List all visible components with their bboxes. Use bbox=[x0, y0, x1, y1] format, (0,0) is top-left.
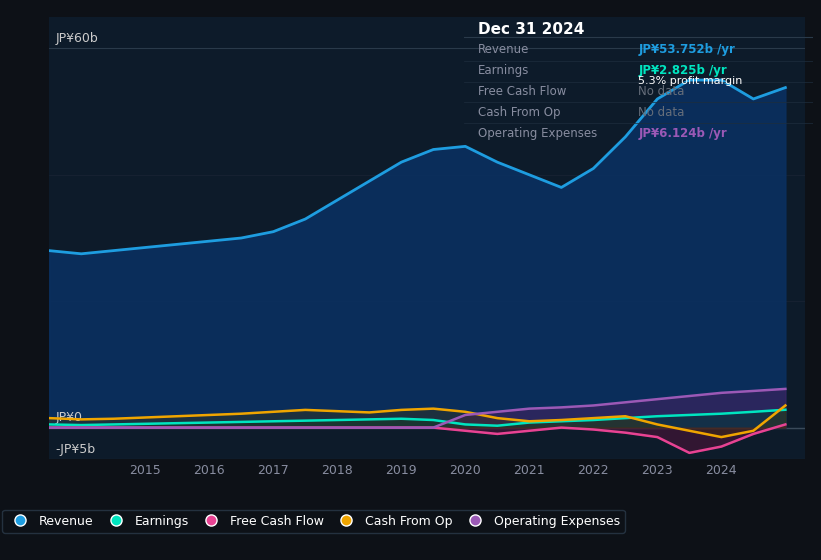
Text: JP¥2.825b /yr: JP¥2.825b /yr bbox=[639, 64, 727, 77]
Text: -JP¥5b: -JP¥5b bbox=[56, 443, 96, 456]
Text: JP¥6.124b /yr: JP¥6.124b /yr bbox=[639, 127, 727, 139]
Text: Operating Expenses: Operating Expenses bbox=[478, 127, 597, 139]
Text: JP¥60b: JP¥60b bbox=[56, 32, 99, 45]
Text: No data: No data bbox=[639, 106, 685, 119]
Text: Earnings: Earnings bbox=[478, 64, 530, 77]
Text: JP¥0: JP¥0 bbox=[56, 412, 83, 424]
Text: Revenue: Revenue bbox=[478, 43, 530, 56]
Text: JP¥53.752b /yr: JP¥53.752b /yr bbox=[639, 43, 735, 56]
Text: 5.3% profit margin: 5.3% profit margin bbox=[639, 76, 743, 86]
Text: Dec 31 2024: Dec 31 2024 bbox=[478, 22, 585, 37]
Legend: Revenue, Earnings, Free Cash Flow, Cash From Op, Operating Expenses: Revenue, Earnings, Free Cash Flow, Cash … bbox=[2, 510, 625, 533]
Text: Free Cash Flow: Free Cash Flow bbox=[478, 85, 566, 98]
Text: No data: No data bbox=[639, 85, 685, 98]
Text: Cash From Op: Cash From Op bbox=[478, 106, 560, 119]
